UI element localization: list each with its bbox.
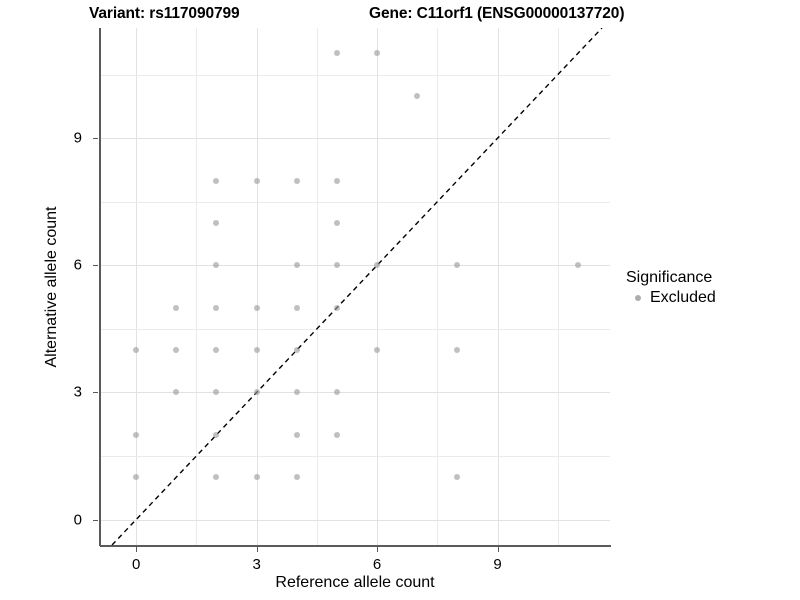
gridline-x-minor <box>196 28 197 545</box>
gridline-x-minor <box>437 28 438 545</box>
y-tick-label: 9 <box>73 129 82 147</box>
x-tick <box>497 547 499 552</box>
y-axis-label: Alternative allele count <box>43 206 60 368</box>
data-point <box>293 304 300 311</box>
variant-title: Variant: rs117090799 <box>89 5 240 22</box>
data-point <box>374 262 381 269</box>
data-point <box>574 262 581 269</box>
data-point <box>333 431 340 438</box>
y-axis-line <box>99 28 101 546</box>
plot-panel <box>100 28 610 545</box>
gridline-y-major <box>100 520 610 521</box>
data-point <box>133 347 140 354</box>
data-point <box>454 347 461 354</box>
data-point <box>454 262 461 269</box>
legend-item-label: Excluded <box>650 289 716 306</box>
data-point <box>173 389 180 396</box>
data-point <box>213 304 220 311</box>
gridline-y-major <box>100 265 610 266</box>
data-point <box>333 177 340 184</box>
data-point <box>213 177 220 184</box>
data-point <box>253 304 260 311</box>
data-point <box>454 474 461 481</box>
data-point <box>293 347 300 354</box>
data-point <box>333 389 340 396</box>
data-point <box>333 219 340 226</box>
legend-dot-icon <box>635 295 641 301</box>
y-tick-label: 0 <box>73 511 82 529</box>
data-point <box>213 219 220 226</box>
x-tick <box>377 547 379 552</box>
y-tick <box>93 138 98 140</box>
data-point <box>253 347 260 354</box>
gridline-x-major <box>257 28 258 545</box>
data-point <box>374 50 381 57</box>
data-point <box>293 262 300 269</box>
gridline-x-major <box>136 28 137 545</box>
x-tick-label: 0 <box>131 556 141 573</box>
legend-items: Excluded <box>626 289 796 307</box>
data-point <box>133 474 140 481</box>
gridline-x-major <box>498 28 499 545</box>
legend-title: Significance <box>626 269 713 286</box>
y-tick <box>93 265 98 267</box>
data-point <box>213 474 220 481</box>
data-point <box>293 177 300 184</box>
data-point <box>213 389 220 396</box>
gridline-x-minor <box>317 28 318 545</box>
gridline-y-minor <box>100 456 610 457</box>
data-point <box>173 304 180 311</box>
gridline-y-minor <box>100 75 610 76</box>
data-point <box>253 177 260 184</box>
data-point <box>213 347 220 354</box>
x-axis-line <box>100 545 611 547</box>
data-point <box>253 389 260 396</box>
gridline-y-minor <box>100 329 610 330</box>
legend-key <box>630 290 646 306</box>
x-tick-label: 3 <box>252 556 261 573</box>
x-axis-label: Reference allele count <box>275 574 435 591</box>
gridline-y-major <box>100 138 610 139</box>
y-tick <box>93 519 98 521</box>
data-point <box>213 262 220 269</box>
x-tick <box>256 547 258 552</box>
data-point <box>333 50 340 57</box>
x-tick <box>136 547 138 552</box>
data-point <box>374 347 381 354</box>
gridline-y-minor <box>100 202 610 203</box>
data-point <box>213 431 220 438</box>
gridline-x-major <box>377 28 378 545</box>
data-point <box>133 431 140 438</box>
gridline-x-minor <box>558 28 559 545</box>
legend: Significance Excluded <box>626 269 796 307</box>
x-tick-label: 6 <box>372 556 382 573</box>
data-point <box>293 389 300 396</box>
legend-item[interactable]: Excluded <box>630 289 796 307</box>
data-point <box>414 92 421 99</box>
data-point <box>253 474 260 481</box>
x-tick-label: 9 <box>493 556 502 573</box>
data-point <box>293 431 300 438</box>
y-tick <box>93 392 98 394</box>
chart-title-bar: Variant: rs117090799 Gene: C11orf1 (ENSG… <box>0 0 800 28</box>
data-point <box>333 304 340 311</box>
identity-reference-line <box>111 28 603 545</box>
data-point <box>333 262 340 269</box>
y-tick-label: 6 <box>73 256 82 274</box>
data-point <box>293 474 300 481</box>
y-tick-label: 3 <box>73 383 82 401</box>
gene-title: Gene: C11orf1 (ENSG00000137720) <box>369 5 625 22</box>
data-point <box>173 347 180 354</box>
